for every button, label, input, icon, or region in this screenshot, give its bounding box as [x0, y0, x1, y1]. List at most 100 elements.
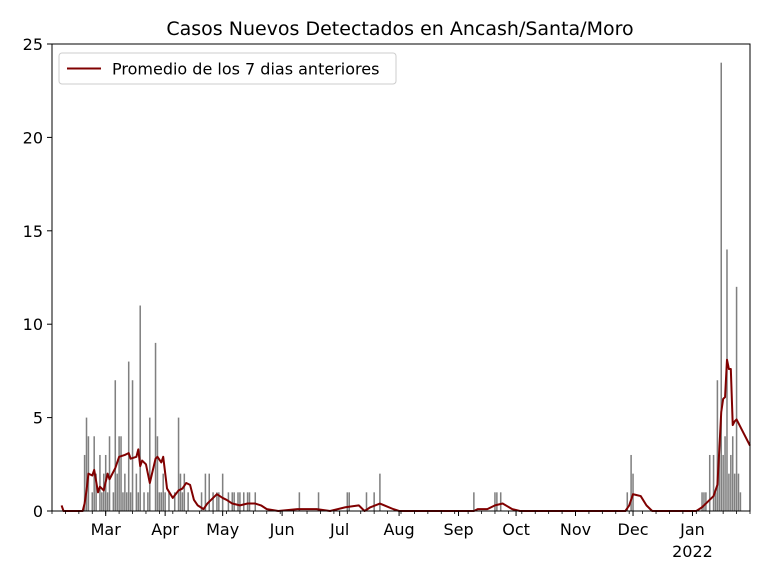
bar [346, 492, 349, 511]
x-tick-label: May [206, 520, 239, 539]
bar [139, 305, 141, 511]
bar [135, 473, 138, 511]
bar [298, 492, 301, 511]
x-tick-label: Jan [679, 520, 705, 539]
bar [212, 492, 214, 511]
y-tick-label: 5 [33, 409, 43, 428]
bar [131, 380, 134, 511]
bar [735, 286, 738, 511]
legend-box [58, 52, 397, 85]
legend: Promedio de los 7 dias anteriores [58, 52, 397, 85]
y-tick-label: 10 [23, 315, 43, 334]
bar [630, 454, 632, 511]
x-tick-label: Aug [383, 520, 414, 539]
bar [164, 492, 166, 511]
bar [716, 380, 719, 511]
bar [122, 492, 124, 511]
bar [248, 492, 251, 511]
bar [156, 436, 159, 511]
bar [85, 417, 88, 511]
bar-series [83, 62, 742, 512]
bar [254, 492, 257, 511]
bar [379, 473, 381, 511]
bar [116, 473, 118, 511]
x-axis: Mar Apr May Jun Jul Aug Sep Oct Nov Dec Jan 2022 [51, 511, 751, 561]
bar [95, 473, 97, 511]
bar [160, 492, 163, 511]
bar [103, 473, 105, 511]
bar [221, 473, 224, 511]
bar [739, 492, 742, 511]
bar [200, 492, 203, 511]
bar [703, 492, 705, 511]
bar [237, 492, 239, 511]
bar [183, 473, 186, 511]
bar [179, 473, 182, 511]
bar [730, 454, 732, 511]
y-tick-label: 20 [23, 128, 43, 147]
bar [177, 417, 180, 511]
bar [99, 454, 101, 511]
bar [91, 492, 94, 511]
bar [106, 492, 109, 511]
bar [126, 492, 128, 511]
bar [173, 492, 176, 511]
moving-average-line [60, 358, 751, 512]
bar [720, 62, 722, 512]
bar [705, 492, 707, 511]
bar [162, 473, 164, 511]
bar [731, 436, 734, 511]
bar [127, 361, 130, 511]
bar [143, 492, 145, 511]
x-tick-year-label: 2022 [672, 542, 713, 561]
x-tick-label: Nov [560, 520, 591, 539]
bar [208, 473, 210, 511]
bar [154, 342, 157, 511]
bar [708, 454, 711, 511]
bar [204, 473, 207, 511]
bar [632, 473, 634, 511]
x-tick-label: Mar [91, 520, 122, 539]
bar [626, 492, 629, 511]
bar [108, 436, 111, 511]
bar [149, 417, 151, 511]
bar [231, 492, 234, 511]
x-tick-label: Apr [151, 520, 179, 539]
bar [494, 492, 496, 511]
bar [714, 492, 717, 511]
x-tick-label: Jun [269, 520, 295, 539]
bar [348, 492, 350, 511]
y-axis: 0 5 10 15 20 25 [23, 35, 52, 521]
line-series [60, 358, 751, 512]
x-tick-label: Dec [618, 520, 649, 539]
bar [317, 492, 320, 511]
legend-label: Promedio de los 7 dias anteriores [112, 60, 379, 79]
bar [147, 492, 149, 511]
bar [722, 454, 724, 511]
bar [120, 436, 122, 511]
bar [218, 492, 220, 511]
bar [112, 492, 115, 511]
bar [239, 492, 241, 511]
bar [737, 473, 740, 511]
bar [712, 454, 715, 511]
bar [101, 492, 103, 511]
bar [728, 473, 730, 511]
bar [118, 436, 120, 511]
bar [726, 249, 728, 512]
y-tick-label: 25 [23, 35, 43, 54]
bar [83, 454, 86, 511]
bar [499, 492, 502, 511]
x-tick-label: Oct [502, 520, 530, 539]
bar [733, 473, 736, 511]
x-tick-label: Sep [443, 520, 473, 539]
bar [233, 492, 235, 511]
bar [137, 492, 140, 511]
x-tick-label: Jul [329, 520, 349, 539]
bar [158, 492, 161, 511]
bar [701, 492, 703, 511]
bar [129, 492, 132, 511]
bar [181, 492, 184, 511]
bar [168, 492, 170, 511]
